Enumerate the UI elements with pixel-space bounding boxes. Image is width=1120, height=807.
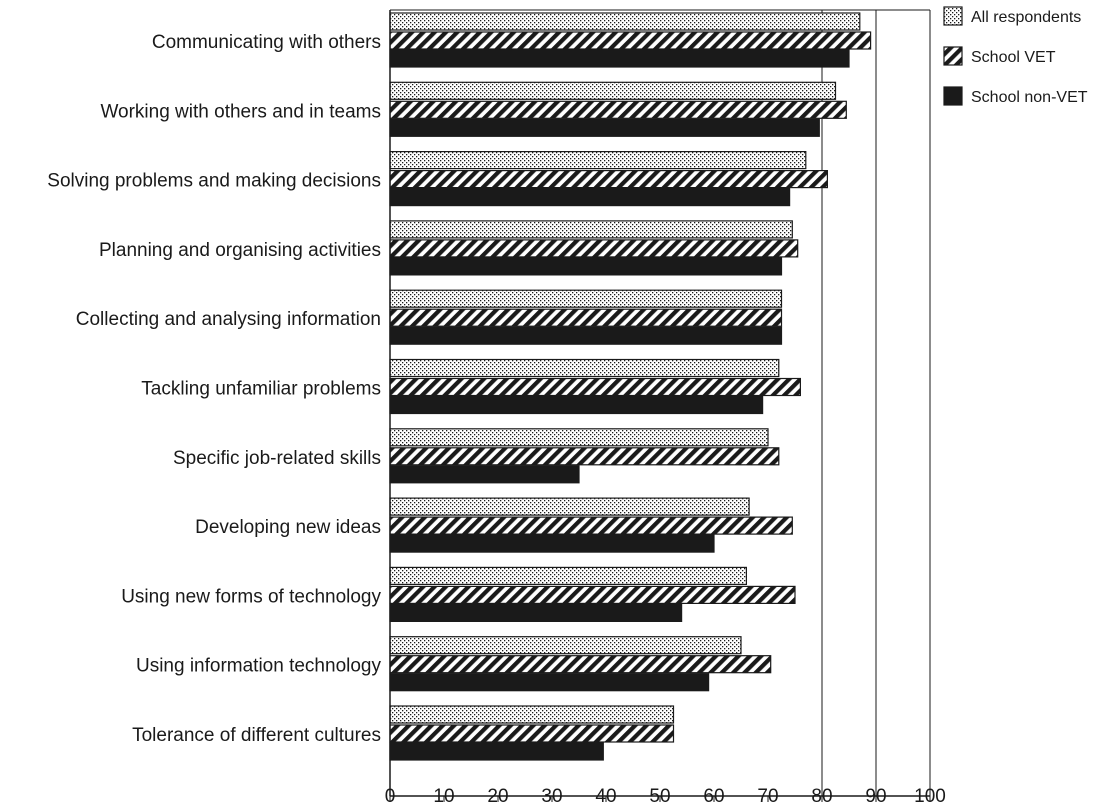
- bar: [389, 358, 780, 378]
- bar: [389, 100, 847, 119]
- category-labels: Communicating with others Working with ot…: [47, 32, 381, 746]
- category-label: Tolerance of different cultures: [132, 725, 381, 746]
- category-label: Using new forms of technology: [121, 586, 381, 607]
- legend-swatch: [943, 86, 963, 106]
- bar: [389, 705, 675, 724]
- axes: [389, 9, 931, 802]
- bar: [389, 377, 801, 397]
- legend-swatch: [943, 46, 963, 66]
- bar: [389, 447, 780, 466]
- x-tick-label: 80: [811, 786, 832, 807]
- category-label: Specific job-related skills: [173, 448, 381, 469]
- legend-label: School VET: [971, 49, 1056, 66]
- bar: [389, 326, 783, 345]
- bar: [389, 31, 872, 50]
- bar: [389, 673, 710, 692]
- x-tick-label: 0: [385, 786, 396, 807]
- bar: [389, 395, 764, 415]
- x-tick-label: 30: [541, 786, 562, 807]
- x-tick-label: 60: [703, 786, 724, 807]
- category-label: Planning and organising activities: [99, 240, 381, 261]
- bar: [389, 636, 742, 655]
- bar: [389, 239, 799, 258]
- bar: [389, 257, 783, 276]
- legend-swatch: [943, 6, 963, 26]
- bar: [389, 428, 769, 447]
- bar: [389, 655, 772, 674]
- x-tick-label: 90: [865, 786, 886, 807]
- bar: [389, 308, 783, 327]
- bars: [389, 12, 872, 761]
- x-tick-label: 10: [433, 786, 454, 807]
- bar: [389, 497, 750, 516]
- grid-lines: [821, 10, 877, 796]
- category-label: Solving problems and making decisions: [47, 171, 381, 192]
- legend: All respondents School VET School non-VET: [943, 6, 1088, 106]
- bar: [389, 742, 604, 761]
- bar: [389, 585, 796, 605]
- category-label: Collecting and analysing information: [76, 309, 381, 330]
- bar: [389, 516, 793, 535]
- bar: [389, 151, 807, 170]
- bar: [389, 566, 747, 586]
- bar: [389, 81, 837, 100]
- x-tick-label: 70: [757, 786, 778, 807]
- bar: [389, 170, 828, 189]
- category-label: Using information technology: [136, 656, 382, 677]
- bar: [389, 289, 783, 308]
- bar: [389, 49, 850, 68]
- bar: [389, 118, 820, 137]
- category-label: Communicating with others: [152, 32, 381, 53]
- legend-label: All respondents: [971, 9, 1081, 26]
- x-tick-label: 100: [914, 786, 946, 807]
- x-tick-label: 50: [649, 786, 670, 807]
- bar: [389, 188, 791, 207]
- x-tick-labels: 0 10 20 30 40 50 60 70 80 90 100: [385, 786, 946, 807]
- legend-label: School non-VET: [971, 89, 1088, 106]
- category-label: Working with others and in teams: [100, 101, 381, 122]
- bar: [389, 465, 580, 484]
- bar: [389, 724, 675, 743]
- bar: [389, 603, 683, 623]
- bar: [389, 220, 793, 239]
- category-label: Developing new ideas: [195, 517, 381, 538]
- x-tick-label: 20: [487, 786, 508, 807]
- x-tick-label: 40: [595, 786, 616, 807]
- bar: [389, 534, 715, 553]
- category-label: Tackling unfamiliar problems: [141, 379, 381, 400]
- bar: [389, 12, 861, 31]
